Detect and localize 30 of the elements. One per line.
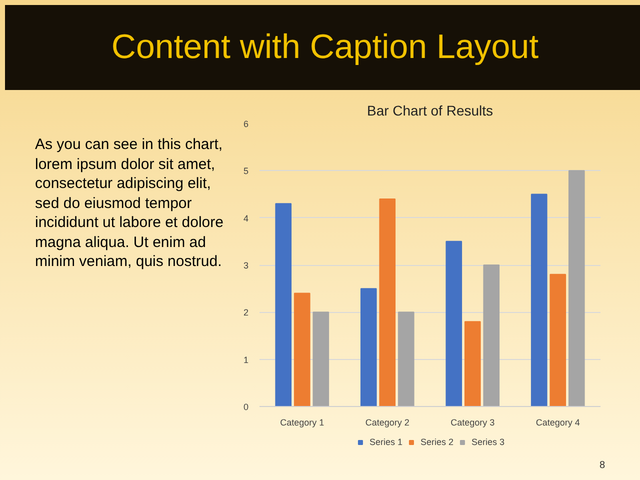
chart-title: Bar Chart of Results (366, 102, 494, 118)
legend-label: Series 1 (369, 437, 402, 447)
bar (464, 321, 481, 406)
y-tick-label: 3 (243, 260, 249, 270)
bar (530, 194, 548, 406)
y-tick-label: 4 (243, 213, 249, 224)
text: As you can see in this chart, lorem ipsum dolor sit amet, consectetur adipiscing elit, sed do eiusmod tempor incididunt ut labore et dolore magna aliqua. Ut enim ad minim veniam, quis nostrud. (35, 135, 224, 272)
bar (275, 203, 292, 406)
x-tick-label: Category 4 (536, 418, 580, 428)
bar (483, 264, 500, 406)
y-tick-label: 6 (243, 119, 249, 129)
legend-label: Series 3 (472, 437, 505, 447)
y-tick-label: 5 (243, 166, 249, 176)
y-tick-label: 2 (243, 308, 249, 318)
legend-label: Series 2 (420, 437, 454, 447)
y-tick-label: 1 (243, 354, 249, 365)
bar (568, 170, 585, 406)
text: Content with Caption Layout (111, 27, 539, 68)
bar (550, 274, 566, 406)
x-tick-label: Category 3 (450, 418, 495, 428)
text: 8 (599, 459, 605, 473)
bar (312, 312, 330, 406)
bar (294, 292, 310, 406)
bar (379, 198, 396, 406)
bar (398, 312, 414, 406)
bar (446, 240, 462, 406)
x-tick-label: Category 1 (280, 418, 324, 428)
y-tick-label: 0 (243, 402, 249, 412)
bar (360, 288, 377, 406)
x-tick-label: Category 2 (365, 418, 410, 428)
